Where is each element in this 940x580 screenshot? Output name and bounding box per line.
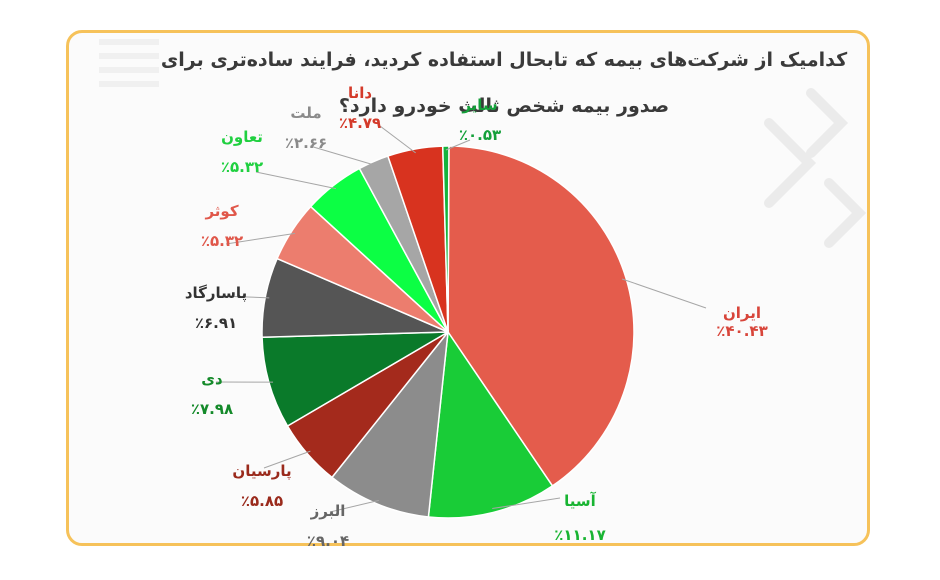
leader-line-7 [255, 171, 337, 190]
slice-value-9: ٪۴.۷۹ [339, 114, 381, 132]
slice-value-6: ٪۵.۳۲ [201, 232, 243, 250]
slice-value-0: ٪۴۰.۴۳ [716, 322, 767, 340]
slice-label-2: البرز [310, 502, 346, 520]
pie-slice-2 [330, 329, 450, 518]
leader-line-6 [225, 232, 296, 245]
slice-value-4: ٪۷.۹۸ [191, 400, 233, 418]
leader-line-8 [309, 145, 376, 166]
leader-line-9 [379, 125, 416, 154]
leader-line-3 [263, 450, 311, 469]
slice-label-6: کوثر [204, 202, 238, 220]
leader-line-1 [492, 497, 561, 510]
slice-value-1: ٪۱۱.۱۷ [554, 526, 605, 544]
leader-line-5 [219, 295, 270, 299]
slice-value-2: ٪۹.۰۴ [307, 532, 349, 550]
slice-label-10: سایر [461, 96, 497, 114]
slice-label-3: پارسیان [232, 462, 291, 481]
pie-slice-10 [441, 145, 450, 333]
slice-value-8: ٪۲.۶۶ [285, 134, 327, 152]
slice-label-9: دانا [348, 84, 372, 102]
slice-label-8: ملت [290, 104, 321, 122]
pie-slice-0 [447, 145, 635, 487]
pie-slice-4 [261, 331, 449, 428]
slice-value-7: ٪۵.۳۲ [221, 158, 263, 176]
slice-value-3: ٪۵.۸۵ [241, 492, 283, 510]
leader-line-0 [621, 278, 707, 309]
slice-label-4: دی [201, 370, 223, 388]
slice-value-10: ٪۰.۵۳ [459, 126, 501, 144]
slice-value-5: ٪۶.۹۱ [195, 314, 237, 332]
slice-label-7: تعاون [221, 128, 263, 146]
leader-line-10 [445, 139, 471, 151]
pie-slice-1 [427, 329, 554, 519]
leader-line-2 [329, 499, 380, 513]
slice-label-1: آسیا [564, 492, 597, 510]
slice-label-5: پاسارگاد [185, 284, 247, 303]
background-decoration [99, 39, 867, 248]
chart-title: کدامیک از شرکت‌های بیمه که تابحال استفاد… [160, 49, 848, 117]
slice-label-0: ایران [723, 304, 761, 322]
